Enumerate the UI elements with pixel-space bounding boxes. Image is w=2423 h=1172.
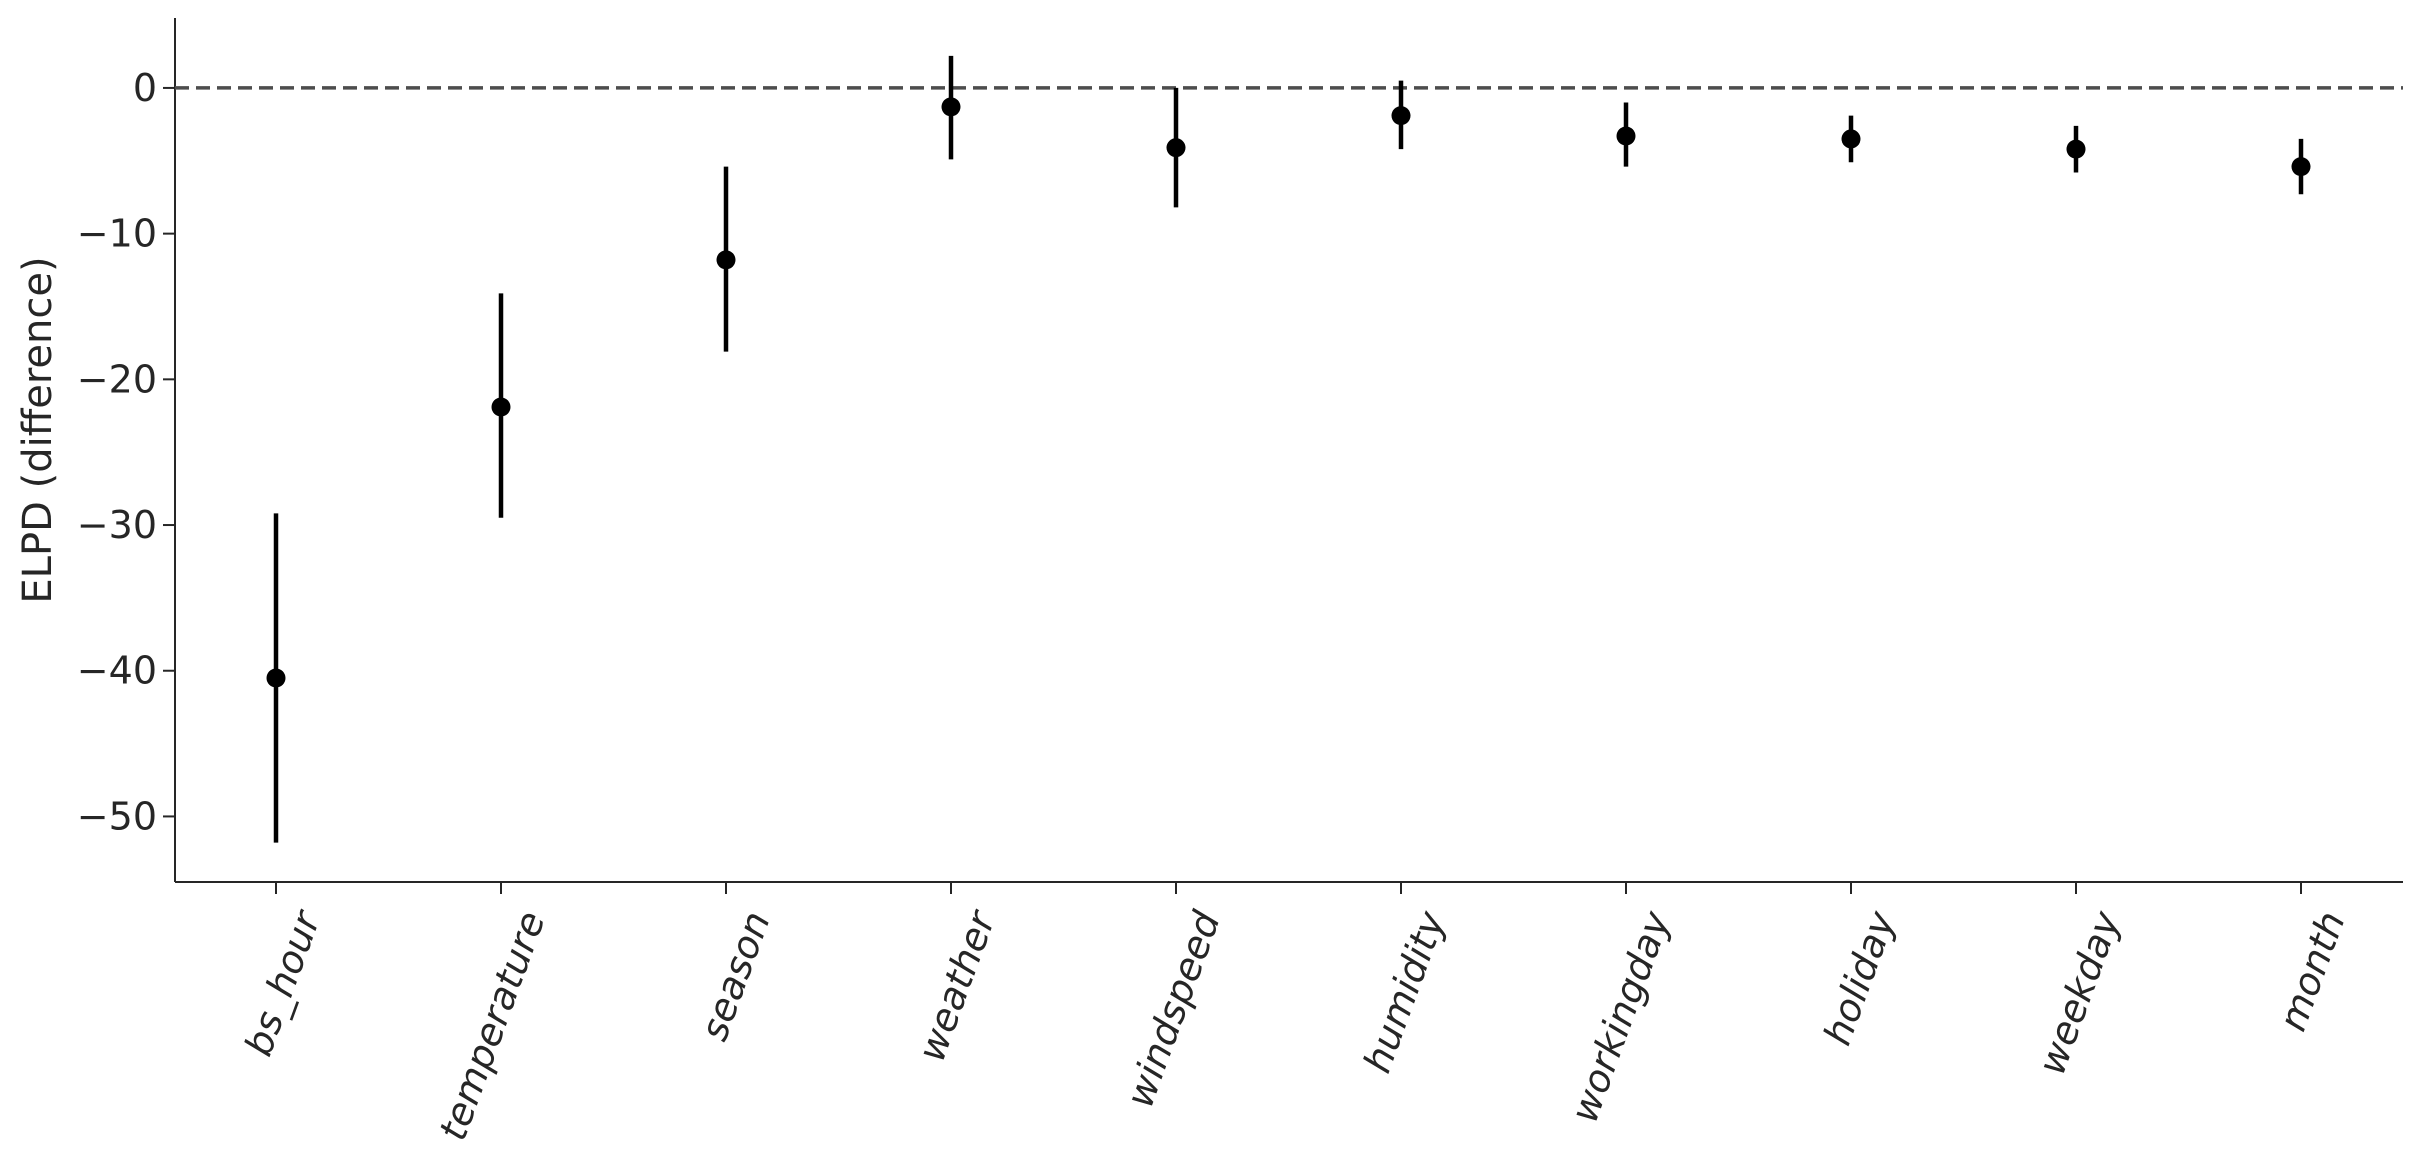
data-point	[266, 668, 286, 688]
x-tick-label: temperature	[430, 906, 553, 1146]
x-tick-label: season	[692, 906, 779, 1047]
x-tick-label: weekday	[2029, 905, 2129, 1080]
y-tick-label: −30	[77, 503, 157, 547]
data-point	[1166, 138, 1186, 158]
x-tick-label: bs_hour	[236, 903, 329, 1061]
data-points	[266, 97, 2311, 688]
x-tick-label: weather	[909, 903, 1004, 1067]
y-tick-label: −20	[77, 357, 157, 401]
x-tick-label: month	[2270, 906, 2354, 1037]
data-point	[1841, 129, 1861, 149]
y-tick-label: 0	[133, 66, 157, 110]
y-tick-label: −40	[77, 649, 157, 693]
data-point	[2066, 139, 2086, 159]
data-point	[2291, 157, 2311, 177]
y-tick-label: −50	[77, 794, 157, 838]
x-axis-ticks: bs_hour temperature season weather windspeed…	[236, 882, 2354, 1146]
x-tick-label: windspeed	[1117, 905, 1229, 1113]
data-point	[1616, 126, 1636, 146]
x-tick-label: holiday	[1815, 905, 1904, 1051]
data-point	[1391, 106, 1411, 126]
data-point	[491, 397, 511, 417]
y-axis-label: ELPD (difference)	[15, 256, 61, 603]
x-tick-label: humidity	[1355, 905, 1454, 1078]
data-point	[716, 250, 736, 270]
x-tick-label: workingday	[1562, 905, 1679, 1128]
y-axis-ticks: 0 −10 −20 −30 −40 −50	[77, 66, 175, 838]
data-point	[941, 97, 961, 117]
error-bars	[273, 55, 2304, 843]
y-tick-label: −10	[77, 212, 157, 256]
